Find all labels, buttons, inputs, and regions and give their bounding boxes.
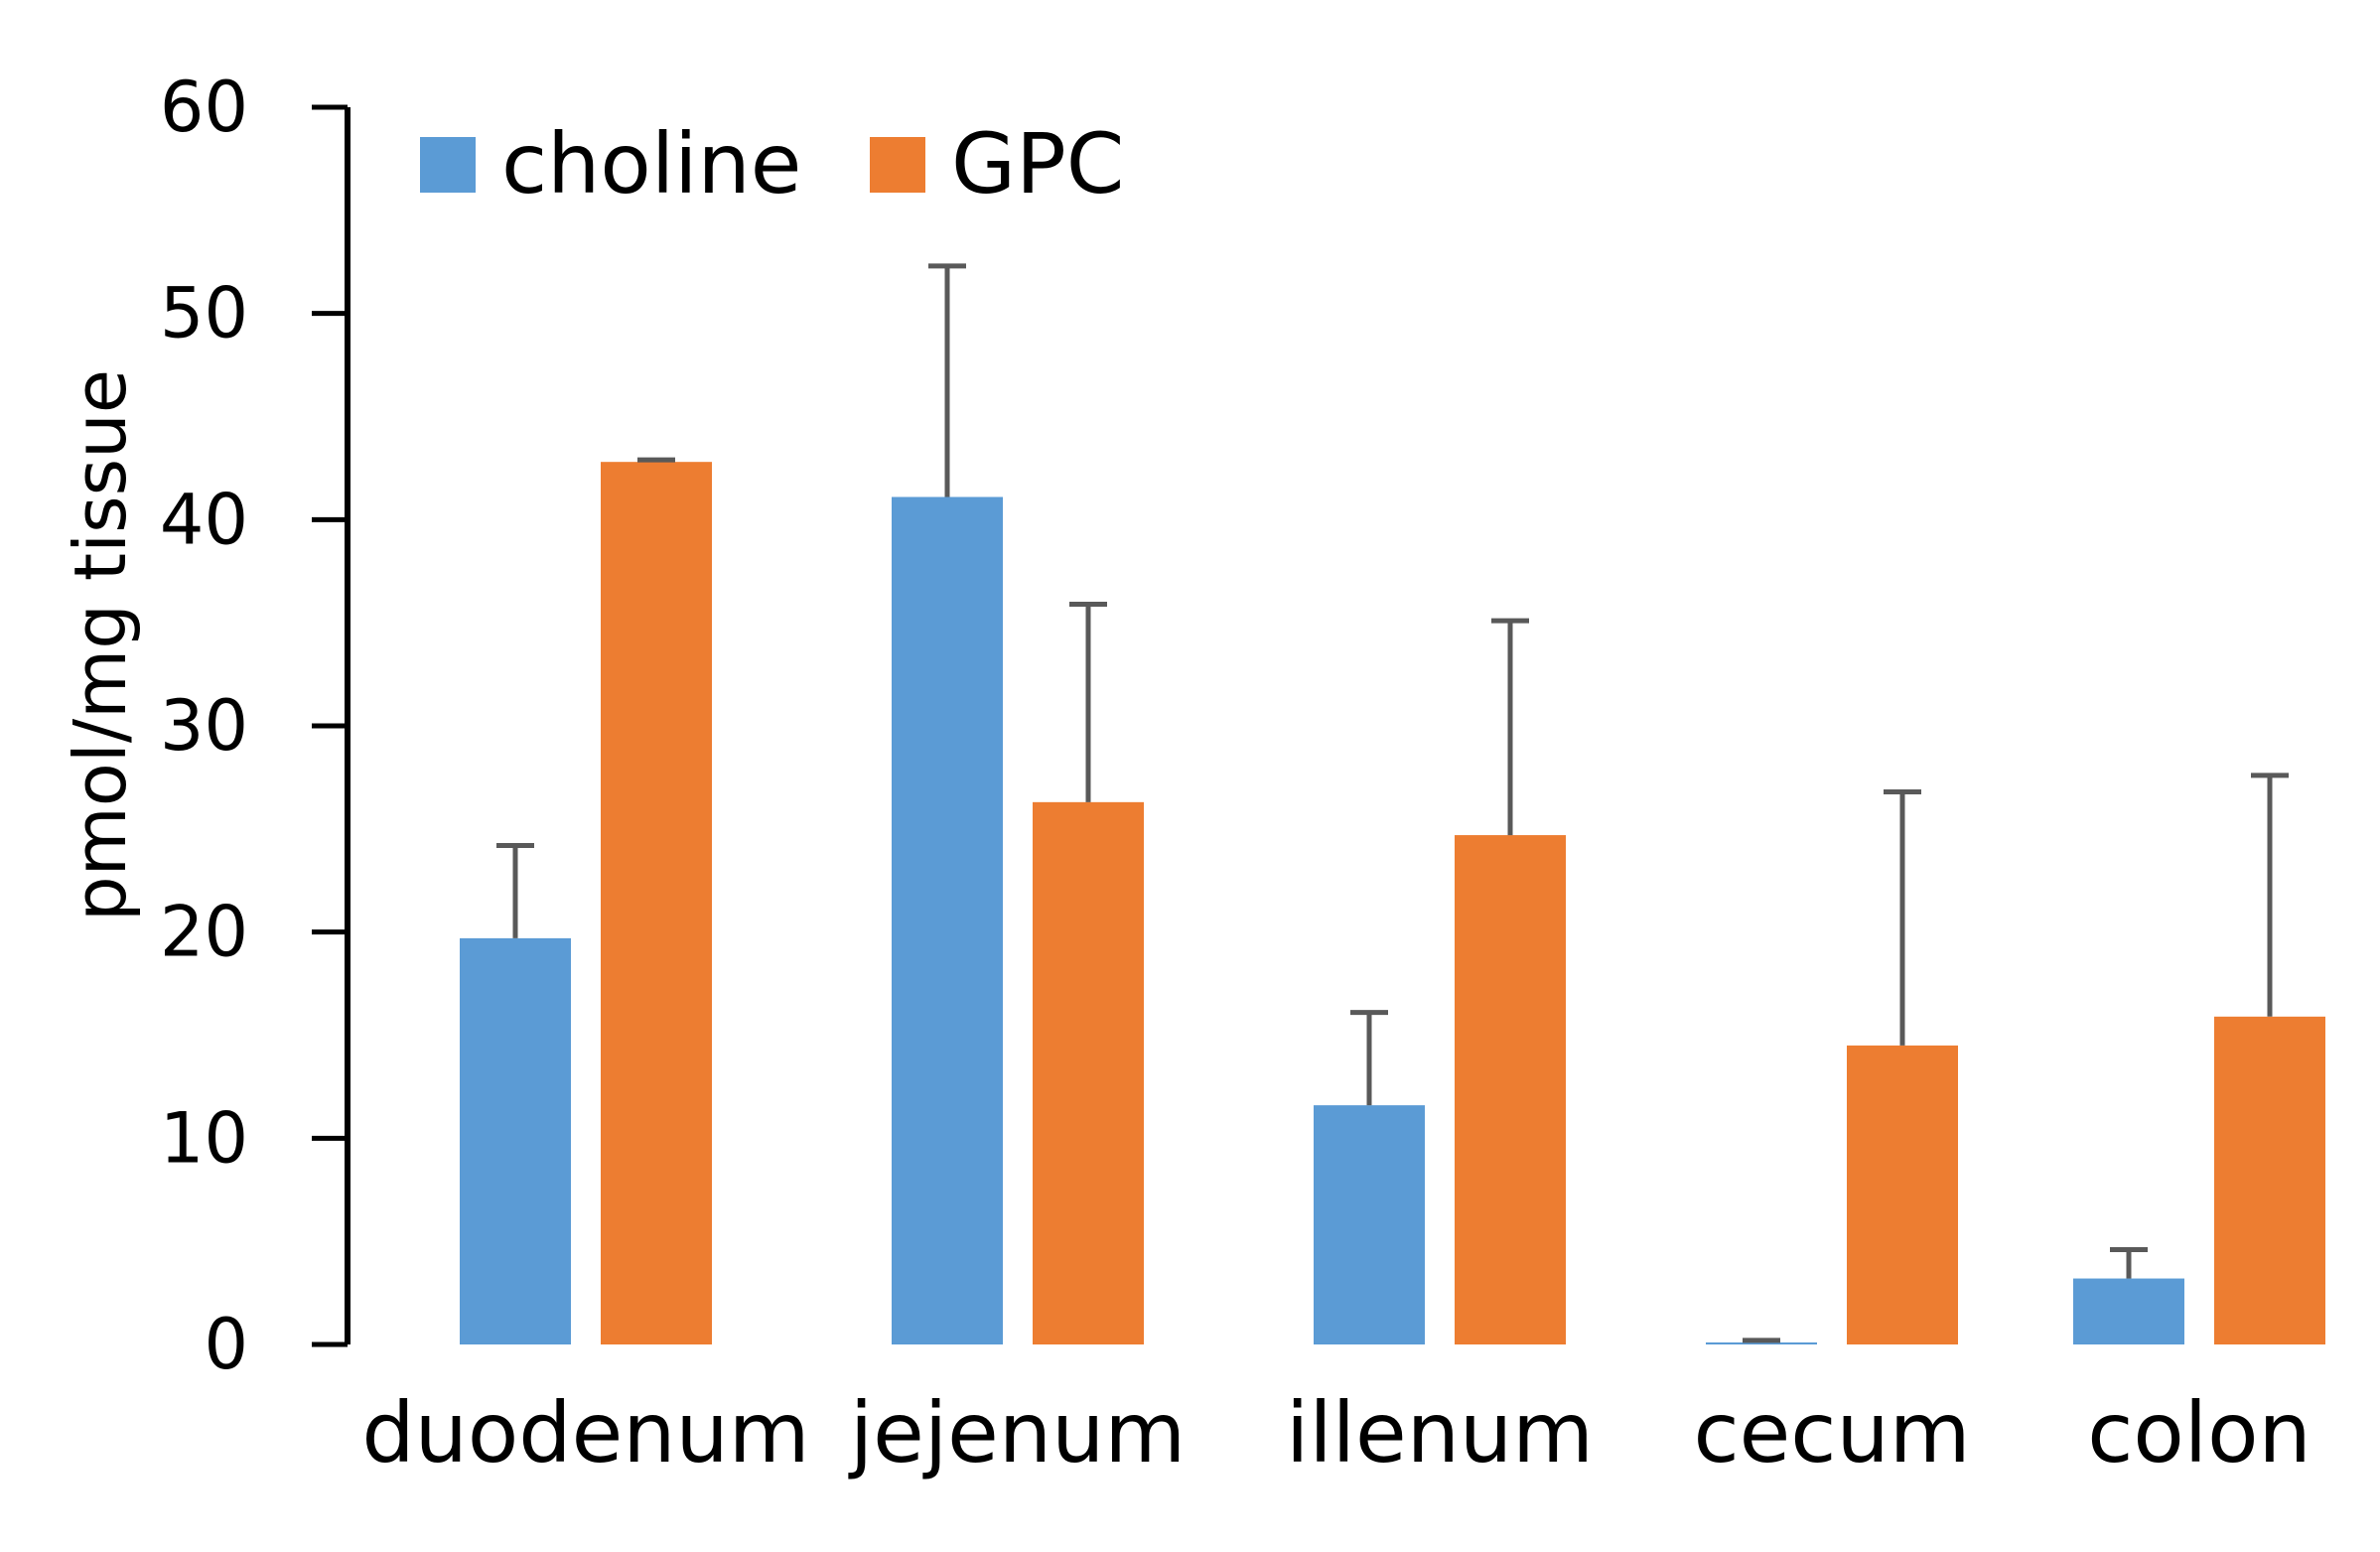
- bar-gpc-illenum: [1455, 835, 1566, 1344]
- y-tick-label: 20: [160, 892, 248, 973]
- bar-gpc-cecum: [1847, 1045, 1958, 1344]
- y-tick-label: 10: [160, 1097, 248, 1179]
- y-tick-label: 40: [160, 479, 248, 560]
- x-category-label: illenum: [1286, 1384, 1594, 1481]
- bar-choline-cecum: [1706, 1341, 1817, 1344]
- y-tick-label: 50: [160, 273, 248, 354]
- y-tick-label: 30: [160, 685, 248, 767]
- bar-choline-duodenum: [460, 937, 571, 1344]
- bar-gpc-duodenum: [601, 462, 712, 1345]
- bars-group: [460, 462, 2325, 1345]
- y-axis: 0 10 20 30 40 50 60: [160, 67, 350, 1385]
- x-category-label: jejenum: [848, 1384, 1186, 1481]
- x-category-label: duodenum: [361, 1384, 809, 1481]
- bar-gpc-colon: [2214, 1016, 2325, 1344]
- error-bars-group: [496, 263, 2289, 1343]
- legend-swatch-choline: [420, 137, 476, 193]
- legend: choline GPC: [420, 115, 1124, 212]
- bar-choline-illenum: [1314, 1105, 1425, 1344]
- y-tick-label: 60: [160, 67, 248, 148]
- x-category-label: cecum: [1693, 1384, 1970, 1481]
- legend-label-gpc: GPC: [951, 115, 1124, 212]
- x-category-label: colon: [2087, 1384, 2311, 1481]
- bar-gpc-jejenum: [1033, 801, 1144, 1344]
- legend-label-choline: choline: [501, 115, 801, 212]
- bar-choline-jejenum: [892, 496, 1003, 1344]
- y-axis-title: pmol/mg tissue: [59, 369, 142, 921]
- x-axis-labels: duodenum jejenum illenum cecum colon: [361, 1384, 2310, 1481]
- y-tick-label: 0: [204, 1304, 248, 1385]
- bar-choline-colon: [2073, 1278, 2184, 1344]
- legend-swatch-gpc: [870, 137, 925, 193]
